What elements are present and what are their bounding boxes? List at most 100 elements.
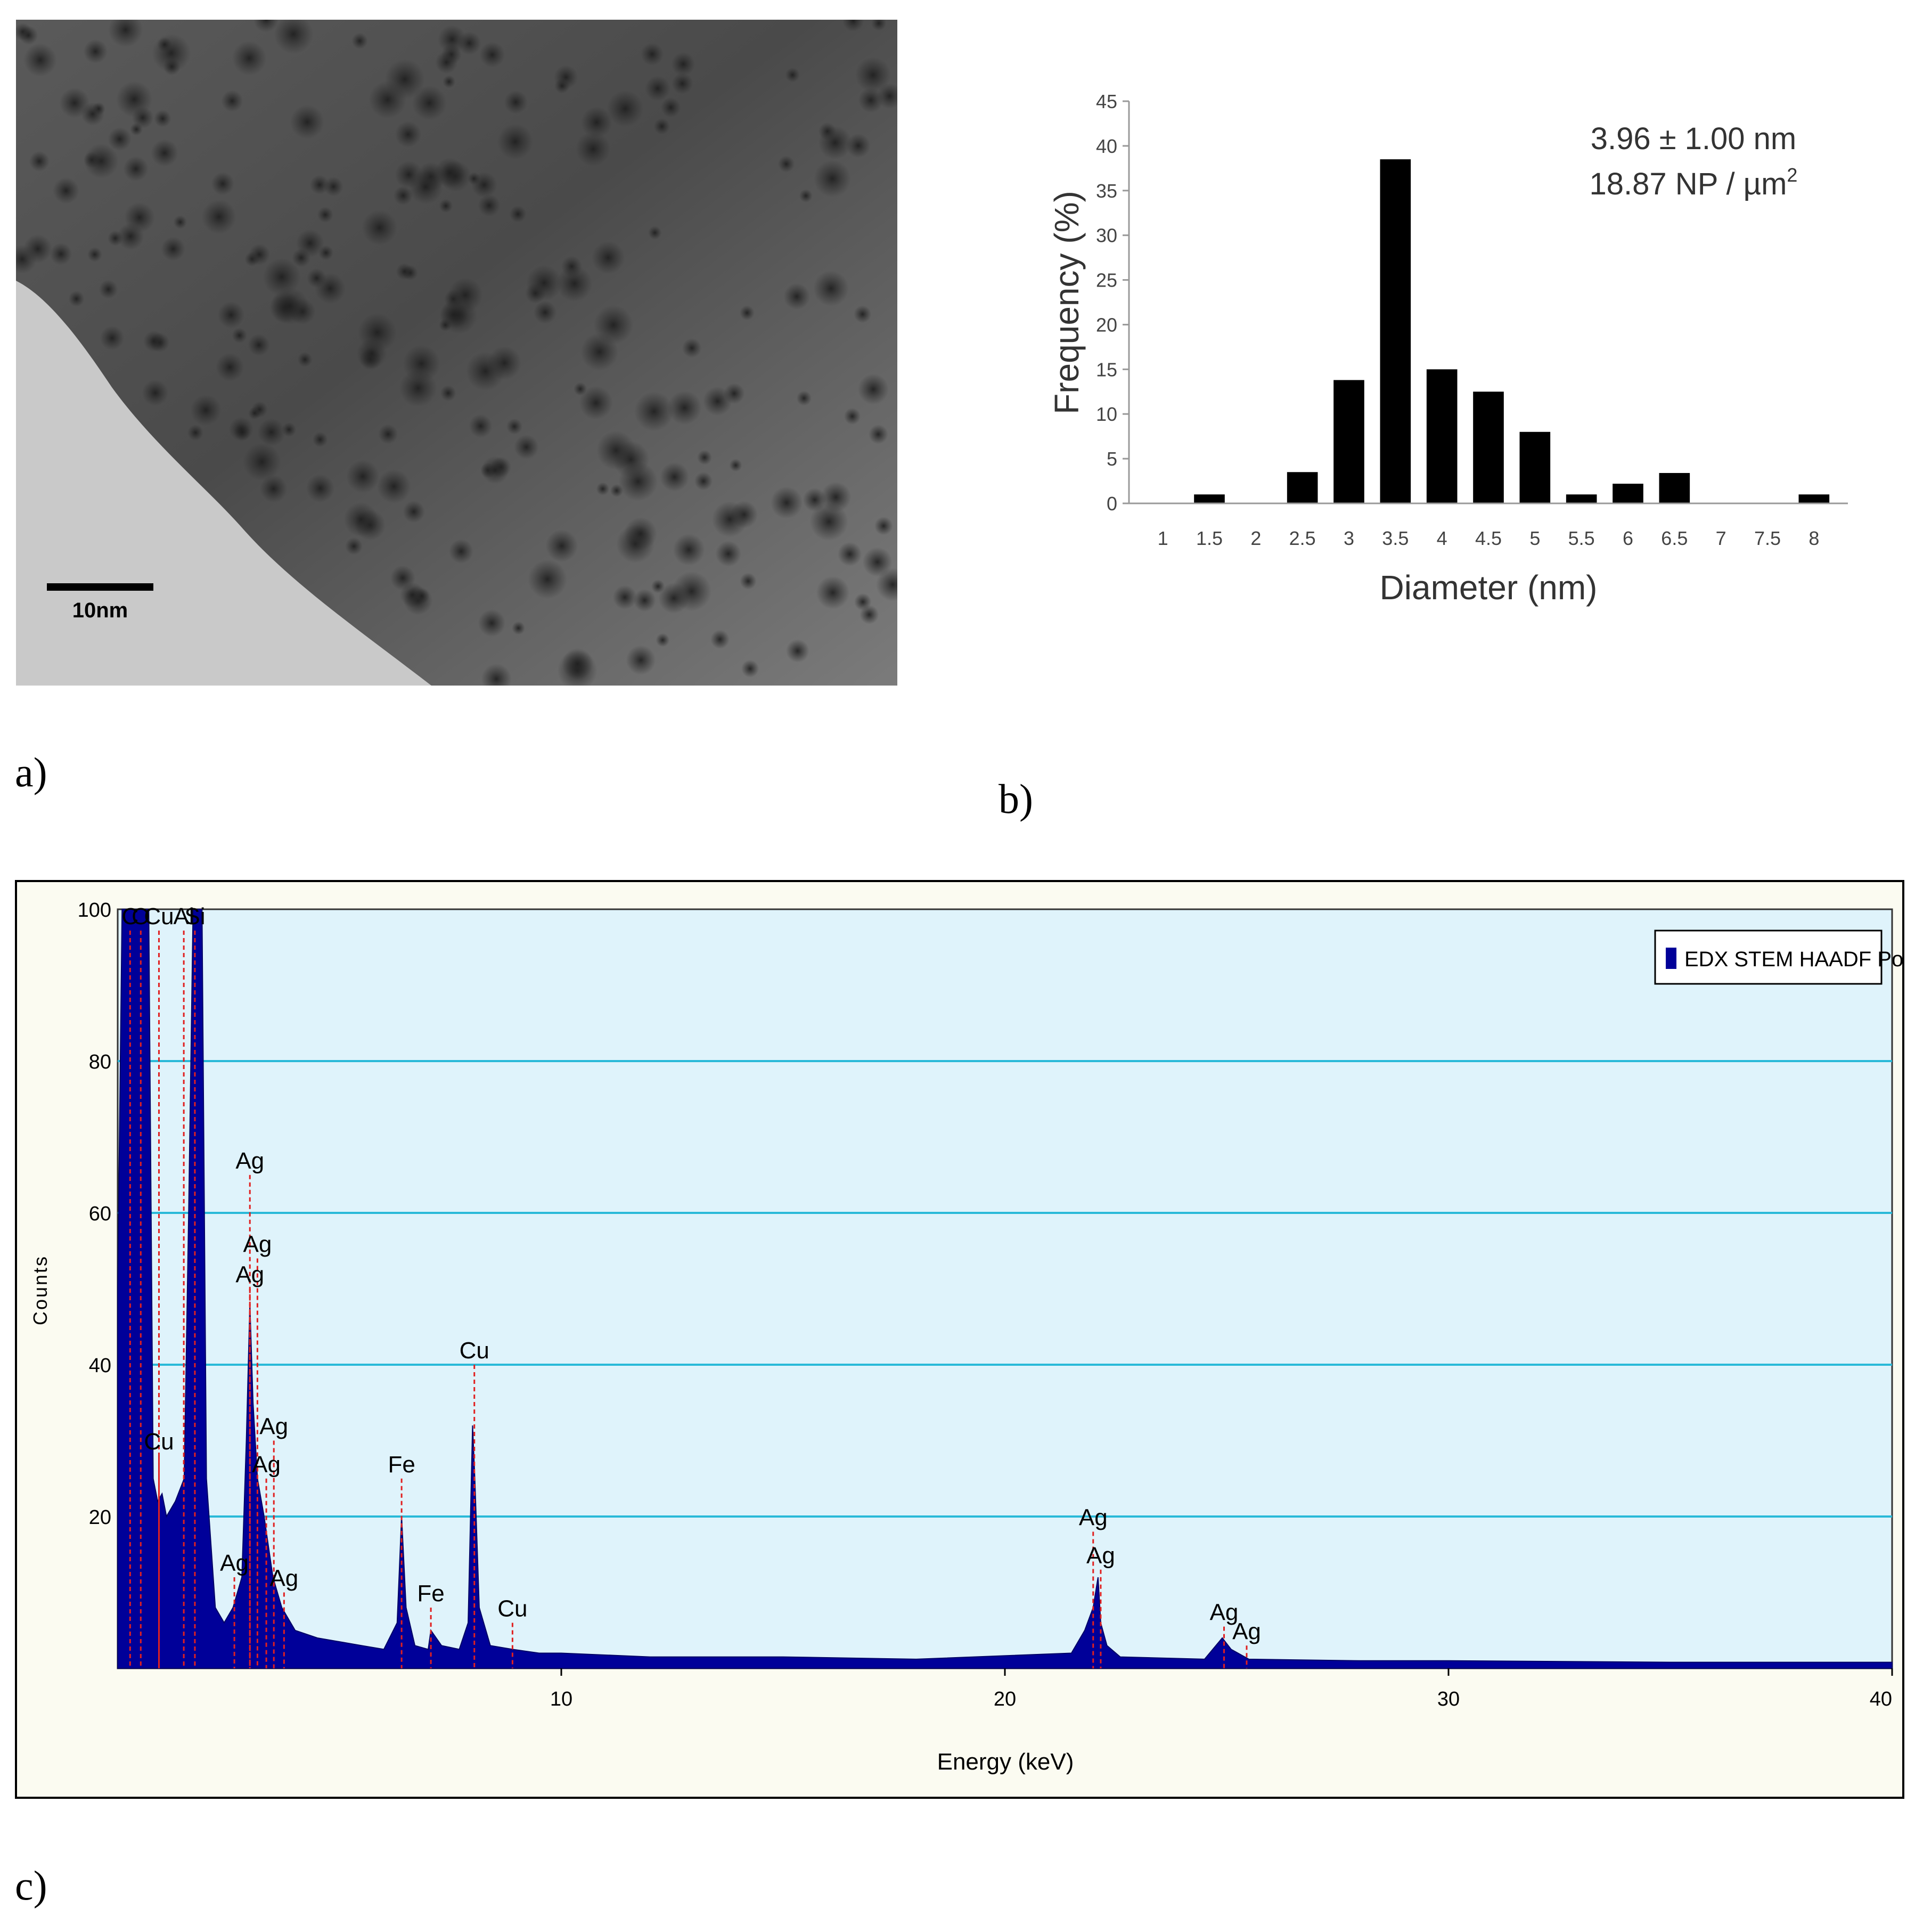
nanoparticle (612, 585, 637, 610)
histogram-y-tick-label: 5 (1107, 448, 1117, 470)
nanoparticle (803, 488, 827, 512)
nanoparticle (234, 423, 251, 441)
nanoparticle (173, 215, 187, 229)
nanoparticle (443, 75, 456, 88)
nanoparticle (242, 443, 281, 481)
nanoparticle (607, 90, 644, 127)
nanoparticle (296, 229, 324, 257)
nanoparticle (123, 156, 149, 182)
nanoparticle (263, 258, 301, 296)
nanoparticle (875, 567, 897, 601)
peak-label: Ag (252, 1452, 281, 1478)
nanoparticle (19, 26, 38, 45)
nanoparticle (682, 338, 702, 358)
spectrum-plot-area (117, 908, 1893, 1669)
nanoparticle (816, 576, 850, 609)
peak-label: Cu (144, 1429, 174, 1455)
nanoparticle (813, 271, 849, 306)
nanoparticle (633, 589, 656, 612)
peak-label: Fe (388, 1452, 415, 1478)
nanoparticle (403, 500, 425, 523)
histogram-x-tick-label: 3 (1344, 527, 1354, 549)
spectrum-legend: EDX STEM HAADF Point 1 (1654, 930, 1904, 985)
nanoparticle (778, 156, 795, 173)
spectrum-y-tick-label: 20 (89, 1506, 111, 1529)
nanoparticle (497, 124, 534, 160)
nanoparticle (143, 330, 165, 352)
nanoparticle (343, 502, 379, 537)
spectrum-x-tick-label: 30 (1437, 1688, 1460, 1710)
spectrum-y-tick-label: 80 (89, 1051, 111, 1073)
nanoparticle (471, 172, 497, 198)
histogram-annotation-density: 18.87 NP / µm2 (1590, 164, 1798, 201)
nanoparticle (378, 424, 398, 444)
nanoparticle (656, 633, 670, 647)
nanoparticle (440, 385, 456, 401)
spectrum-x-ticks: 10 20 30 40 (550, 1668, 1893, 1710)
peak-label: Ag (259, 1414, 288, 1440)
histogram-x-tick-label: 2 (1250, 527, 1261, 549)
legend-entry: EDX STEM HAADF Point 1 (1684, 948, 1904, 971)
nanoparticle (837, 542, 862, 566)
nanoparticle (396, 263, 413, 280)
nanoparticles (16, 20, 897, 686)
nanoparticle (710, 630, 730, 649)
nanoparticle (83, 39, 108, 64)
nanoparticle (403, 345, 440, 382)
nanoparticle (157, 37, 173, 52)
nanoparticle (667, 390, 702, 425)
histogram-y-tick-label: 10 (1096, 403, 1117, 425)
histogram-x-tick-label: 5 (1529, 527, 1540, 549)
histogram-x-tick-label: 6 (1623, 527, 1633, 549)
nanoparticle (740, 573, 757, 590)
spectrum-x-tick-label: 10 (550, 1688, 572, 1710)
nanoparticle (408, 169, 443, 205)
nanoparticle (739, 305, 755, 321)
histogram-bar (1566, 494, 1597, 503)
histogram-bar (1659, 472, 1690, 503)
nanoparticle (274, 20, 313, 54)
nanoparticle (100, 325, 125, 350)
nanoparticle (395, 121, 422, 148)
nanoparticle (809, 502, 848, 541)
nanoparticle (124, 202, 155, 233)
nanoparticle (393, 185, 413, 206)
nanoparticle (369, 80, 407, 119)
nanoparticle (660, 462, 690, 492)
nanoparticle (711, 501, 748, 537)
nanoparticle (648, 226, 662, 240)
nanoparticle (257, 418, 285, 446)
histogram-x-tick-label: 4.5 (1475, 527, 1502, 549)
histogram-x-tick-label: 1 (1158, 527, 1168, 549)
nanoparticle (358, 313, 397, 352)
nanoparticle (785, 639, 809, 663)
nanoparticle (796, 390, 812, 406)
histogram-bar (1333, 380, 1364, 503)
nanoparticle (844, 407, 861, 425)
histogram-x-tick-label: 4 (1437, 527, 1447, 549)
nanoparticle (232, 328, 247, 344)
nanoparticle (799, 189, 813, 203)
histogram-bars (1194, 159, 1830, 503)
nanoparticle (724, 383, 745, 404)
nanoparticle (248, 406, 261, 420)
nanoparticle (653, 118, 670, 135)
nanoparticle (469, 414, 493, 438)
spectrum-x-tick-label: 20 (994, 1688, 1016, 1710)
histogram-x-ticks: 1 1.5 2 2.5 3 3.5 4 4.5 5 5.5 6 6.5 7 7.5 8 (1158, 527, 1820, 549)
nanoparticle (324, 177, 343, 197)
histogram-x-label: Diameter (nm) (1380, 568, 1598, 607)
histogram-bar (1287, 472, 1318, 503)
nanoparticle (641, 43, 664, 66)
peak-label: O (132, 903, 150, 930)
nanoparticle (481, 663, 512, 686)
nanoparticle (346, 460, 380, 493)
peak-label: Ag (1086, 1543, 1115, 1569)
histogram-y-tick-label: 20 (1096, 314, 1117, 336)
nanoparticle (855, 57, 891, 93)
spectrum-x-tick-label: 40 (1870, 1688, 1892, 1710)
histogram-x-tick-label: 5.5 (1568, 527, 1595, 549)
nanoparticle (412, 85, 447, 120)
nanoparticle (187, 425, 204, 441)
nanoparticle (673, 534, 705, 566)
